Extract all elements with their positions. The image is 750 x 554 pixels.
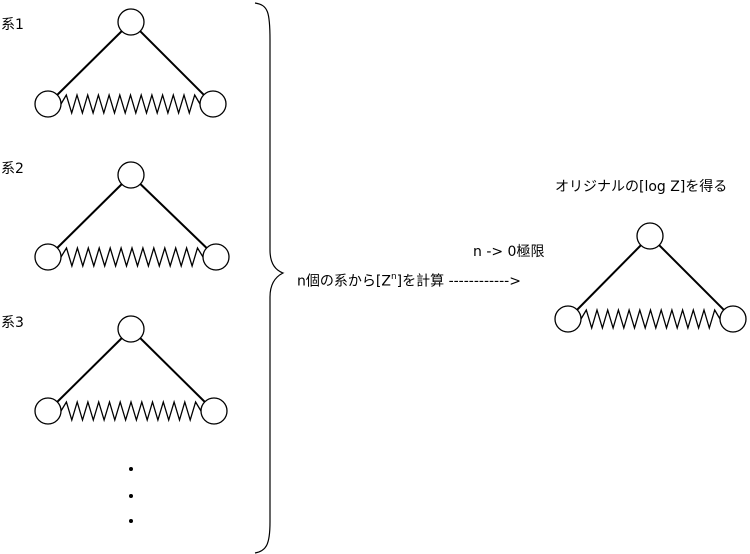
node-circle: [117, 8, 145, 36]
dashed-arrow: ------------>: [448, 273, 521, 290]
system-label-1: 系1: [1, 17, 24, 33]
bond-line: [139, 30, 205, 96]
bond-line: [139, 337, 206, 403]
node-circle: [117, 161, 145, 189]
result-label: オリジナルの[log Z]を得る: [555, 179, 728, 195]
bond-line: [56, 30, 123, 96]
node-circle: [554, 305, 582, 333]
triangle-system-1: [34, 8, 227, 118]
compute-label: n個の系から[Zn]を計算 ------------>: [297, 270, 521, 290]
compute-prefix: n個の系から[Z: [297, 273, 391, 290]
node-circle: [34, 243, 62, 271]
spring-zigzag: [60, 92, 201, 116]
compute-suffix: ]を計算: [396, 273, 445, 290]
node-circle: [34, 397, 62, 425]
spring-zigzag: [60, 245, 204, 269]
ellipsis-dot-3: [129, 519, 133, 523]
node-circle: [202, 243, 230, 271]
node-circle: [199, 90, 227, 118]
triangles: [34, 8, 747, 425]
limit-label: n -> 0極限: [473, 244, 545, 260]
system-label-3: 系3: [1, 315, 24, 331]
triangle-system-3: [34, 315, 228, 425]
triangle-system-2: [34, 161, 230, 271]
bond-line: [56, 337, 123, 403]
node-circle: [719, 305, 747, 333]
node-circle: [636, 222, 664, 250]
system-label-2: 系2: [1, 161, 24, 177]
triangle-original: [554, 222, 747, 333]
bond-line: [139, 183, 208, 249]
node-circle: [117, 315, 145, 343]
bond-line: [56, 183, 123, 249]
curly-brace: [254, 2, 285, 554]
node-circle: [34, 90, 62, 118]
ellipsis-dot-2: [129, 494, 133, 498]
node-circle: [200, 397, 228, 425]
bond-line: [576, 244, 642, 311]
compute-superscript: n: [390, 272, 397, 282]
spring-zigzag: [60, 399, 202, 423]
ellipsis-dot-1: [129, 467, 133, 471]
spring-zigzag: [580, 307, 721, 331]
bond-line: [658, 244, 725, 311]
